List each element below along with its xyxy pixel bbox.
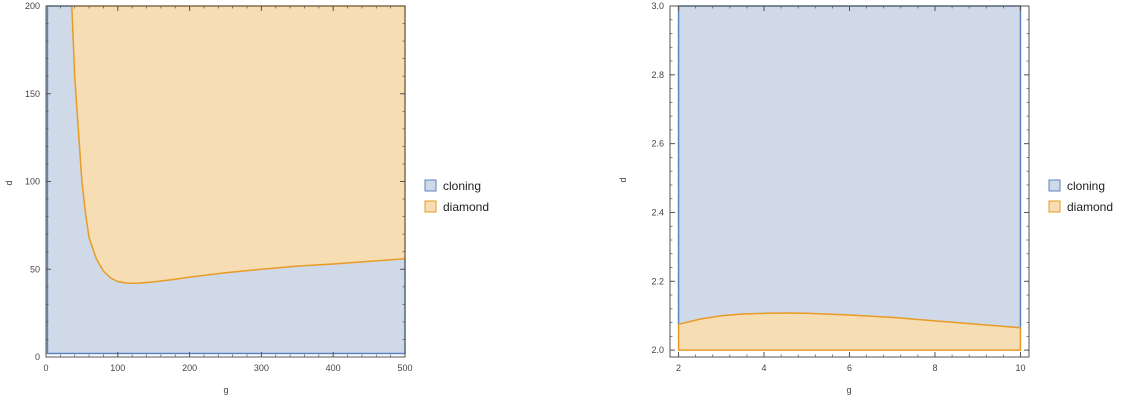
y-tick-label: 3.0 xyxy=(651,1,664,11)
x-tick-label: 400 xyxy=(326,363,341,373)
legend-label-cloning: cloning xyxy=(443,179,481,193)
boundary-curve xyxy=(678,312,1021,329)
y-tick-label: 2.6 xyxy=(651,139,664,149)
region-diamond xyxy=(71,6,406,284)
x-tick-label: 4 xyxy=(762,363,767,373)
region-cloning xyxy=(678,6,1021,328)
y-tick-label: 2.2 xyxy=(651,276,664,286)
x-tick-label: 300 xyxy=(254,363,269,373)
y-tick-label: 2.0 xyxy=(651,345,664,355)
diamond-edge xyxy=(677,324,1022,351)
y-tick-label: 100 xyxy=(25,177,40,187)
y-tick-label: 50 xyxy=(30,264,40,274)
legend-swatch-cloning xyxy=(1048,179,1061,192)
y-tick-label: 2.4 xyxy=(651,207,664,217)
y-axis-label-left: d xyxy=(4,180,14,185)
legend-left: cloning diamond xyxy=(424,179,489,214)
legend-swatch-diamond xyxy=(424,200,437,213)
y-tick-label: 200 xyxy=(25,1,40,11)
legend-label-cloning: cloning xyxy=(1067,179,1105,193)
region-cloning xyxy=(47,6,405,354)
x-tick-label: 6 xyxy=(847,363,852,373)
legend-right: cloning diamond xyxy=(1048,179,1113,214)
y-axis-label-right: d xyxy=(618,177,628,182)
x-tick-label: 2 xyxy=(676,363,681,373)
y-tick-label: 2.8 xyxy=(651,70,664,80)
x-tick-label: 0 xyxy=(43,363,48,373)
boundary-curve xyxy=(71,5,406,285)
legend-label-diamond: diamond xyxy=(1067,200,1113,214)
x-tick-label: 500 xyxy=(397,363,412,373)
x-tick-label: 8 xyxy=(932,363,937,373)
plot-left: 0 100 200 300 400 500 0 50 100 150 200 xyxy=(25,1,413,373)
y-tick-label: 150 xyxy=(25,89,40,99)
plot-right: 2 4 6 8 10 2.0 2.2 2.4 2.6 2.8 3.0 xyxy=(651,1,1030,373)
legend-label-diamond: diamond xyxy=(443,200,489,214)
x-tick-label: 10 xyxy=(1015,363,1025,373)
x-tick-label: 200 xyxy=(182,363,197,373)
region-diamond xyxy=(678,313,1021,351)
x-axis-label-left: g xyxy=(223,385,228,395)
legend-swatch-diamond xyxy=(1048,200,1061,213)
legend-swatch-cloning xyxy=(424,179,437,192)
x-axis-label-right: g xyxy=(846,385,851,395)
x-tick-label: 100 xyxy=(110,363,125,373)
y-tick-label: 0 xyxy=(35,352,40,362)
